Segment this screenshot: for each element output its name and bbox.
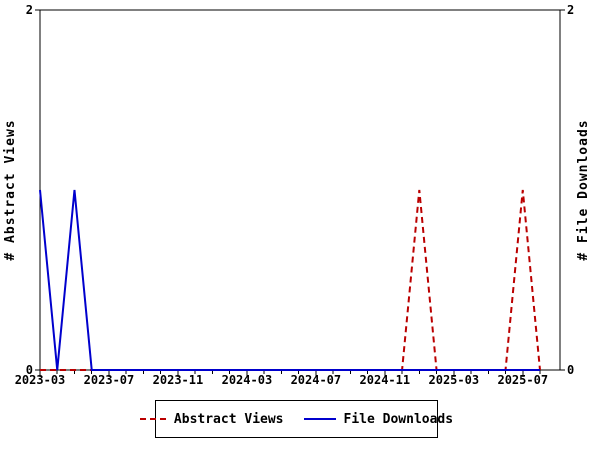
x-axis-tick-label: 2024-03 xyxy=(222,373,273,387)
left-axis-title: # Abstract Views xyxy=(3,119,18,260)
right-axis-title: # File Downloads xyxy=(576,119,591,260)
x-axis-tick-label: 2023-11 xyxy=(153,373,204,387)
series-line-abstract-views xyxy=(40,189,541,371)
x-axis-tick-label: 2023-07 xyxy=(84,373,135,387)
x-axis-tick-label: 2025-03 xyxy=(429,373,480,387)
y-axis-left-tick-label: 2 xyxy=(26,3,33,17)
x-axis-tick-label: 2024-07 xyxy=(291,373,342,387)
solid-blue-line-sample xyxy=(303,418,336,420)
dashed-red-line-sample xyxy=(139,418,166,420)
y-axis-right-tick-label: 0 xyxy=(567,363,574,377)
x-axis-tick-label: 2025-07 xyxy=(497,373,548,387)
y-axis-right-tick-label: 2 xyxy=(567,3,574,17)
x-axis-tick-label: 2024-11 xyxy=(360,373,411,387)
plot-border xyxy=(39,9,561,371)
series-line-file-downloads xyxy=(39,189,540,371)
y-axis-left-tick-label: 0 xyxy=(26,363,33,377)
legend-label-file-downloads: File Downloads xyxy=(343,411,454,427)
legend-label-abstract-views: Abstract Views xyxy=(173,411,284,427)
legend-box: Abstract Views File Downloads xyxy=(139,400,453,438)
x-axis-tick-label: 2023-03 xyxy=(15,373,66,387)
legend-item-file-downloads: File Downloads xyxy=(303,411,454,427)
legend-item-abstract-views: Abstract Views xyxy=(139,411,284,427)
